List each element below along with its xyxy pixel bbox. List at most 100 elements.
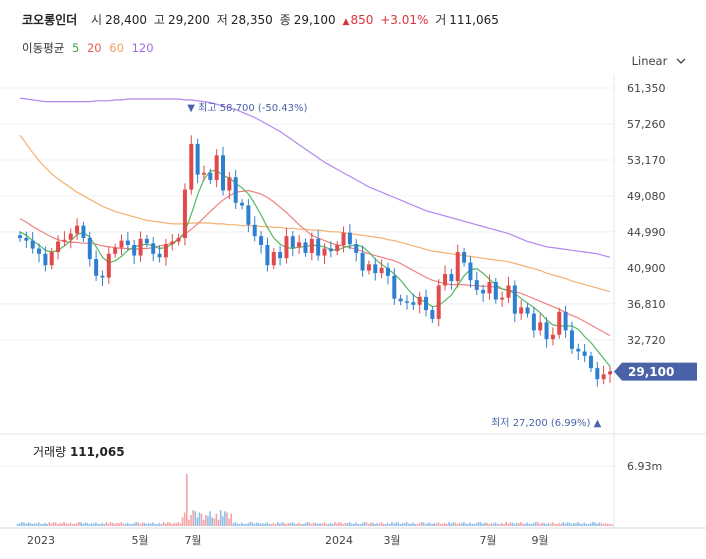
volume-bar — [67, 523, 70, 526]
volume-bar — [494, 522, 497, 526]
candle-body — [37, 248, 42, 254]
volume-bar — [376, 523, 378, 526]
volume-bar — [342, 524, 345, 526]
volume-bar — [37, 522, 40, 526]
volume-bar — [31, 524, 34, 526]
volume-bar — [219, 510, 222, 526]
candle-body — [290, 236, 295, 248]
volume-bar — [327, 524, 330, 526]
volume-bar — [357, 524, 359, 526]
volume-bar — [21, 522, 23, 526]
volume-bar — [137, 522, 139, 526]
candle-body — [24, 237, 29, 241]
ma120-line — [19, 97, 611, 258]
volume-bar — [486, 522, 488, 526]
ma-20[interactable]: 20 — [86, 41, 102, 55]
volume-bar — [389, 524, 391, 526]
volume-bar — [384, 524, 387, 526]
time-tick-label: 5월 — [131, 534, 148, 547]
volume-bar — [312, 522, 315, 526]
volume-bar — [539, 523, 541, 526]
candle-body — [271, 252, 276, 266]
volume-bar — [401, 522, 404, 526]
volume-bar — [551, 522, 554, 526]
volume-bar — [556, 524, 558, 526]
volume-bar — [46, 524, 49, 526]
ma-120[interactable]: 120 — [131, 41, 154, 55]
candle-body — [100, 275, 105, 278]
volume-bar — [380, 522, 383, 526]
moving-average-legend: 이동평균 5 20 60 120 — [22, 40, 158, 56]
volume-bar — [511, 522, 514, 526]
volume-bar — [90, 523, 93, 526]
volume-bar — [209, 511, 211, 526]
volume-bar — [133, 523, 135, 526]
price-tick-label: 53,170 — [627, 154, 666, 167]
volume-bar — [281, 522, 283, 526]
candle-body — [189, 143, 194, 190]
volume-bar — [488, 524, 491, 526]
volume-bar — [114, 524, 116, 526]
candle-body — [151, 243, 156, 254]
candle-body — [455, 252, 460, 282]
volume-bar — [111, 522, 114, 526]
volume-bars — [16, 473, 613, 526]
volume-bar — [61, 523, 63, 526]
volume-bar — [334, 522, 336, 526]
volume-bar — [298, 522, 300, 526]
volume-bar — [429, 522, 431, 526]
candle-body — [506, 285, 511, 298]
volume-bar — [177, 522, 180, 526]
volume-bar — [562, 522, 565, 526]
candle-body — [49, 252, 54, 266]
candle-body — [132, 245, 137, 256]
volume-bar — [116, 522, 118, 526]
candle-body — [201, 172, 206, 175]
volume-bar — [545, 524, 548, 526]
volume-bar — [76, 523, 78, 526]
volume-bar — [118, 523, 120, 526]
volume-bar — [386, 522, 389, 526]
volume-bar — [145, 524, 148, 526]
volume-tick-label: 6.93m — [627, 460, 662, 473]
candle-body — [430, 310, 435, 319]
open-label: 시 — [91, 13, 103, 27]
volume-bar — [230, 513, 233, 526]
scale-selector[interactable]: Linear — [632, 54, 686, 68]
volume-bar — [139, 523, 142, 526]
volume-bar — [306, 522, 309, 526]
volume-bar — [25, 523, 27, 526]
volume-bar — [321, 523, 323, 526]
change-up-icon: ▲ — [342, 17, 350, 27]
ma-60[interactable]: 60 — [109, 41, 124, 55]
volume-bar — [405, 522, 408, 526]
volume-bar — [338, 522, 340, 526]
volume-bar — [169, 522, 171, 526]
ma5-line — [19, 169, 611, 367]
candle-body — [563, 311, 568, 331]
volume-bar — [82, 523, 84, 526]
volume-bar — [564, 523, 567, 526]
volume-bar — [274, 524, 277, 526]
volume-bar — [266, 522, 268, 526]
price-tick-label: 57,260 — [627, 118, 666, 131]
volume-bar — [95, 522, 97, 526]
volume-bar — [505, 522, 507, 526]
volume-label: 거 — [435, 13, 447, 27]
volume-bar — [198, 512, 201, 526]
ma-5[interactable]: 5 — [71, 41, 80, 55]
volume-bar — [363, 522, 366, 526]
volume-bar — [50, 523, 53, 526]
candle-body — [30, 240, 35, 249]
time-tick-label: 9월 — [531, 534, 548, 547]
volume-bar — [147, 523, 150, 526]
volume-bar — [65, 523, 68, 526]
candle-body — [392, 275, 397, 299]
volume-bar — [606, 524, 609, 526]
volume-bar — [344, 522, 347, 526]
volume-bar — [101, 522, 104, 526]
candle-body — [512, 285, 517, 314]
candle-body — [595, 368, 600, 380]
volume-bar — [40, 523, 42, 526]
